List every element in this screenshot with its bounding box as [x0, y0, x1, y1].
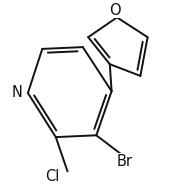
Text: O: O — [109, 3, 121, 18]
Text: Cl: Cl — [45, 169, 59, 184]
Text: Br: Br — [116, 154, 132, 169]
Text: N: N — [12, 86, 22, 100]
